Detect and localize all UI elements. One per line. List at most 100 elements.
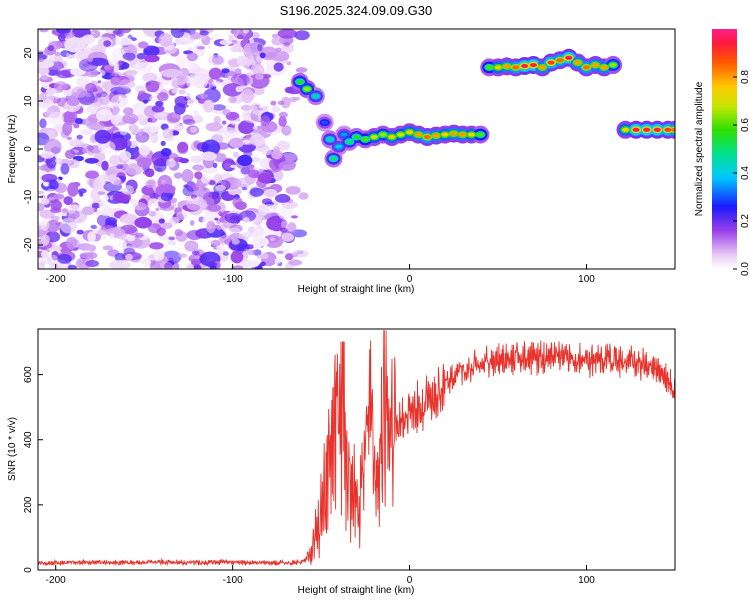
spectrogram-noise-cell [232, 196, 243, 209]
y-tick-label: 0 [23, 567, 34, 573]
spectrogram-noise-cell [68, 204, 81, 211]
spectrogram-noise-cell [121, 185, 134, 195]
spectrogram-noise-cell [105, 88, 111, 94]
spectrogram-noise-cell [118, 79, 136, 89]
spectrogram-noise-cell [80, 129, 93, 136]
spectrogram-ridge-marks [290, 48, 675, 168]
spectrogram-noise-cell [236, 34, 244, 40]
spectrogram-noise-cell [194, 171, 203, 180]
spectrogram-noise-cell [38, 262, 46, 269]
spectrogram-noise-cell [185, 196, 191, 200]
spectrogram-noise-cell [170, 29, 185, 39]
spectrogram-noise-cell [251, 132, 261, 139]
spectrogram-noise-cell [186, 230, 203, 240]
spectrogram-noise-cell [236, 243, 250, 252]
spectrogram-noise-cell [176, 211, 188, 220]
spectrogram-noise-cell [228, 96, 237, 104]
colorbar-tick-label: 0.6 [740, 118, 750, 132]
spectrogram-noise-cell [109, 233, 115, 240]
spectrogram-noise-cell [241, 187, 248, 191]
spectrogram-noise-cell [85, 82, 97, 94]
spectrogram-noise-cell [171, 87, 178, 94]
spectrogram-noise-cell [237, 154, 253, 167]
spectrogram-noise-cell [164, 262, 173, 269]
spectrogram-noise-cell [143, 99, 149, 104]
spectrogram-noise-cell [217, 226, 222, 231]
spectrogram-noise-cell [192, 164, 205, 171]
spectrogram-noise-cell [50, 199, 62, 211]
spectrogram-ridge-point [538, 65, 546, 70]
spectrogram-noise-cell [191, 250, 200, 255]
spectrogram-noise-cell [271, 36, 284, 46]
spectrogram-noise-cell [133, 202, 147, 211]
spectrogram-noise-cell [110, 114, 120, 125]
spectrogram-noise-cell [287, 222, 297, 234]
spectrogram-noise-cell [78, 58, 99, 72]
spectrogram-noise-cell [118, 151, 132, 161]
spectrogram-noise-cell [188, 62, 201, 76]
spectrogram-noise-cell [57, 253, 72, 264]
spectrogram-noise-cell [87, 104, 101, 115]
spectrogram-noise-cell [141, 257, 152, 267]
spectrogram-noise-cell [229, 137, 244, 149]
spectrogram-x-axis-label: Height of straight line (km) [298, 284, 415, 295]
spectrogram-noise-cell [216, 130, 224, 136]
spectrogram-noise-cell [149, 95, 160, 102]
spectrogram-noise-cell [48, 179, 59, 190]
spectrogram-noise-cell [46, 219, 61, 233]
spectrogram-noise-cell [68, 210, 88, 223]
spectrogram-noise-cell [274, 258, 282, 264]
spectrogram-noise-cell [281, 232, 295, 242]
spectrogram-noise-cell [100, 235, 107, 240]
y-tick-label: 0 [23, 146, 34, 152]
spectrogram-noise-cell [160, 179, 167, 185]
spectrogram-noise-cell [269, 237, 276, 242]
x-tick-label: -100 [223, 274, 243, 285]
spectrogram-noise-cell [230, 73, 250, 86]
spectrogram-noise-cell [178, 253, 188, 258]
spectrogram-noise-cell [69, 139, 84, 148]
spectrogram-noise-cell [105, 217, 118, 226]
spectrogram-noise-cell [165, 158, 176, 168]
spectrogram-noise-cell [219, 39, 233, 46]
spectrogram-noise-cell [43, 138, 62, 155]
spectrogram-ridge-point [340, 132, 348, 137]
spectrogram-noise-cell [267, 229, 275, 235]
snr-panel: -200 -100 0 100 0 200 400 600 Height of straig… [7, 328, 676, 596]
spectrogram-noise-cell [189, 220, 195, 226]
spectrogram-noise-cell [112, 48, 126, 61]
spectrogram-noise-cell [93, 177, 106, 191]
spectrogram-noise-cell [278, 111, 288, 118]
spectrogram-noise-cell [221, 68, 230, 74]
spectrogram-noise-cell [238, 210, 257, 222]
spectrogram-ridge-point [574, 60, 582, 65]
spectrogram-ridge-point [432, 133, 440, 138]
spectrogram-noise-cell [172, 130, 180, 136]
spectrogram-ridge-point [485, 65, 493, 70]
spectrogram-ridge-point [303, 87, 311, 91]
spectrogram-noise-cell [199, 30, 209, 36]
spectrogram-ridge-point [503, 64, 511, 69]
spectrogram-noise-cell [230, 45, 238, 53]
spectrogram-ridge-point [609, 63, 617, 67]
spectrogram-noise-cell [168, 216, 180, 225]
spectrogram-noise-cell [281, 201, 298, 209]
spectrogram-noise-cell [114, 179, 123, 186]
spectrogram-noise-cell [206, 204, 221, 212]
spectrogram-noise-cell [203, 99, 215, 113]
spectrogram-noise-cell [147, 198, 160, 207]
spectrogram-noise-cell [54, 245, 62, 251]
spectrogram-ridge-point [330, 156, 337, 161]
spectrogram-noise-cell [38, 190, 45, 195]
spectrogram-noise-cell [100, 208, 114, 217]
spectrogram-ridge-point [512, 65, 520, 70]
spectrogram-noise-cell [257, 172, 273, 184]
spectrogram-ridge-point [671, 127, 675, 132]
spectrogram-noise-cell [278, 207, 294, 221]
spectrogram-noise-cell [166, 112, 181, 123]
spectrogram-noise-cell [142, 72, 158, 83]
spectrogram-ridge-point [345, 139, 353, 144]
spectrogram-noise-cell [66, 136, 73, 141]
spectrogram-noise-cell [243, 29, 250, 34]
spectrogram-noise-cell [231, 238, 240, 245]
